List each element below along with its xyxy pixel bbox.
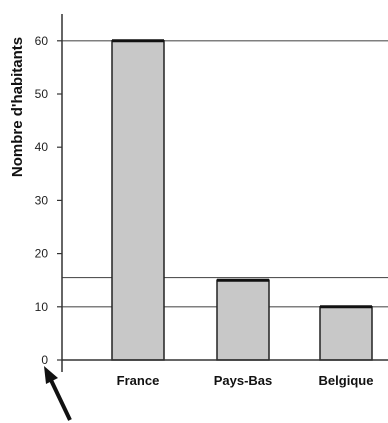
reference-lines — [62, 40, 388, 308]
y-tick-label: 0 — [41, 353, 48, 367]
y-tick-label: 10 — [35, 300, 49, 314]
x-tick-labels: France Pays-Bas Belgique — [117, 373, 374, 388]
bars — [111, 39, 373, 361]
axes — [61, 14, 388, 372]
bar-pays-bas — [216, 279, 270, 361]
arrow-icon — [44, 366, 72, 421]
y-tick-label: 20 — [35, 247, 49, 261]
x-tick-label: France — [117, 373, 160, 388]
y-axis-label: Nombre d'habitants — [9, 37, 26, 177]
x-tick-label: Pays-Bas — [214, 373, 273, 388]
bar-belgique — [319, 306, 373, 361]
y-tick-label: 30 — [35, 193, 49, 207]
x-tick-label: Belgique — [319, 373, 374, 388]
y-tick-label: 60 — [35, 34, 49, 48]
y-ticks: 0 10 20 30 40 50 60 — [35, 34, 62, 367]
y-tick-label: 40 — [35, 140, 49, 154]
y-tick-label: 50 — [35, 87, 49, 101]
bar-france — [111, 40, 165, 361]
